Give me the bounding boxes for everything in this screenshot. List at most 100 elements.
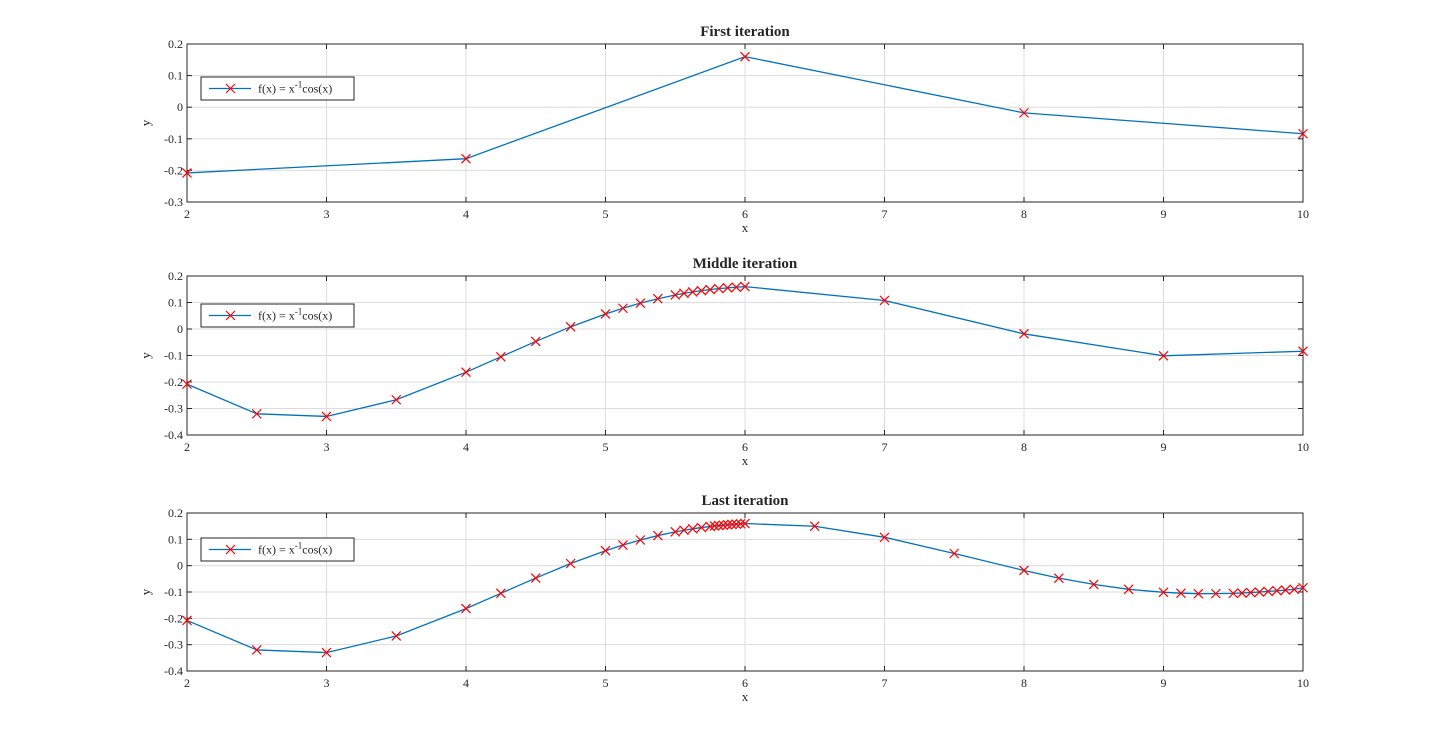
x-tick-label: 8 <box>1021 440 1027 454</box>
legend-text-superscript: -1 <box>295 80 303 90</box>
x-tick-label: 5 <box>603 207 609 221</box>
y-axis-label: y <box>138 352 153 359</box>
marker-stroke <box>1019 565 1029 576</box>
marker-stroke <box>1263 586 1274 597</box>
data-point-marker <box>182 379 192 390</box>
data-point-marker <box>696 522 707 533</box>
marker-stroke <box>1158 587 1169 598</box>
data-point-marker <box>1228 588 1239 599</box>
x-tick-label: 2 <box>184 676 190 690</box>
data-point-marker <box>1193 588 1204 599</box>
x-tick-label: 7 <box>882 440 888 454</box>
data-point-marker <box>1053 573 1064 584</box>
chart-title: First iteration <box>700 24 790 40</box>
y-tick-label: -0.2 <box>164 375 183 389</box>
legend-box <box>200 303 355 328</box>
marker-stroke <box>726 519 737 530</box>
y-tick-label: 0.2 <box>168 506 183 520</box>
data-point-marker <box>1254 587 1265 597</box>
data-point-marker <box>391 394 402 405</box>
marker-stroke <box>679 525 689 536</box>
data-point-marker <box>705 284 716 295</box>
data-point-marker <box>809 521 820 532</box>
legend-text-base: f(x) = x <box>258 309 295 323</box>
data-point-marker <box>731 519 742 530</box>
y-tick-label: -0.3 <box>164 195 183 209</box>
data-point-marker <box>679 525 689 536</box>
data-point-marker <box>949 548 960 559</box>
data-point-marker <box>600 309 611 319</box>
marker-stroke <box>722 282 733 293</box>
marker-stroke <box>1019 328 1029 339</box>
marker-stroke <box>1053 573 1064 584</box>
data-point-marker <box>495 351 506 362</box>
data-point-marker <box>722 519 733 530</box>
subplot-1: 2 3 4 5 6 7 8 9 10 -0.3 -0.2 -0.1 0 0.1 0.2 First itera… <box>138 24 1309 235</box>
y-tick-label: -0.2 <box>164 163 183 177</box>
x-tick-label: 2 <box>184 207 190 221</box>
x-tick-label: 6 <box>742 440 748 454</box>
data-point-marker <box>600 545 611 556</box>
data-point-marker <box>735 518 746 529</box>
y-tick-label: 0 <box>177 559 183 573</box>
data-point-marker <box>696 285 707 296</box>
data-point-marker <box>530 573 541 583</box>
marker-stroke <box>679 288 689 299</box>
x-tick-label: 10 <box>1297 440 1309 454</box>
marker-stroke <box>652 293 663 304</box>
x-axis-label: x <box>742 453 749 468</box>
marker-stroke <box>718 520 729 531</box>
marker-stroke <box>530 573 541 583</box>
marker-stroke <box>670 290 681 300</box>
marker-stroke <box>713 520 724 531</box>
legend-box <box>200 537 355 562</box>
data-point-marker <box>1263 586 1274 597</box>
data-point-marker <box>1158 587 1169 598</box>
data-point-marker <box>618 540 628 550</box>
data-point-marker <box>1019 565 1029 576</box>
x-tick-label: 8 <box>1021 676 1027 690</box>
marker-stroke <box>635 535 646 545</box>
data-point-marker <box>635 535 646 545</box>
marker-stroke <box>1298 582 1308 593</box>
marker-stroke <box>1289 584 1300 595</box>
x-tick-label: 10 <box>1297 207 1309 221</box>
marker-stroke <box>635 298 646 309</box>
y-tick-label: 0.1 <box>168 296 183 310</box>
legend-text-tail: cos(x) <box>302 543 332 557</box>
data-point-marker <box>1088 579 1099 590</box>
data-point-marker <box>1123 584 1134 595</box>
marker-stroke <box>731 519 742 530</box>
data-point-marker <box>391 631 402 641</box>
marker-stroke <box>731 282 742 293</box>
marker-stroke <box>321 647 332 658</box>
marker-stroke <box>1176 588 1186 599</box>
data-point-marker <box>251 645 262 655</box>
y-tick-label: -0.3 <box>164 638 183 652</box>
legend: f(x) = x-1cos(x) <box>200 76 355 101</box>
marker-stroke <box>461 367 471 378</box>
x-tick-label: 4 <box>463 676 469 690</box>
data-point-marker <box>618 303 628 314</box>
marker-stroke <box>705 284 716 295</box>
marker-stroke <box>182 615 192 626</box>
x-tick-label: 8 <box>1021 207 1027 221</box>
marker-stroke <box>1237 588 1247 598</box>
marker-stroke <box>530 336 541 347</box>
data-point-marker <box>1298 346 1308 357</box>
marker-stroke <box>1280 585 1291 595</box>
marker-stroke <box>1245 587 1256 598</box>
data-point-marker <box>670 526 681 537</box>
x-tick-label: 5 <box>603 676 609 690</box>
data-point-marker <box>530 336 541 347</box>
data-point-marker <box>321 411 332 422</box>
y-tick-label: -0.1 <box>164 349 183 363</box>
x-tick-label: 6 <box>742 207 748 221</box>
y-tick-label: -0.4 <box>164 664 183 678</box>
marker-stroke <box>618 303 628 314</box>
data-point-marker <box>718 520 729 531</box>
data-point-marker <box>182 168 192 178</box>
y-tick-label: 0.2 <box>168 269 183 283</box>
x-tick-label: 3 <box>324 676 330 690</box>
